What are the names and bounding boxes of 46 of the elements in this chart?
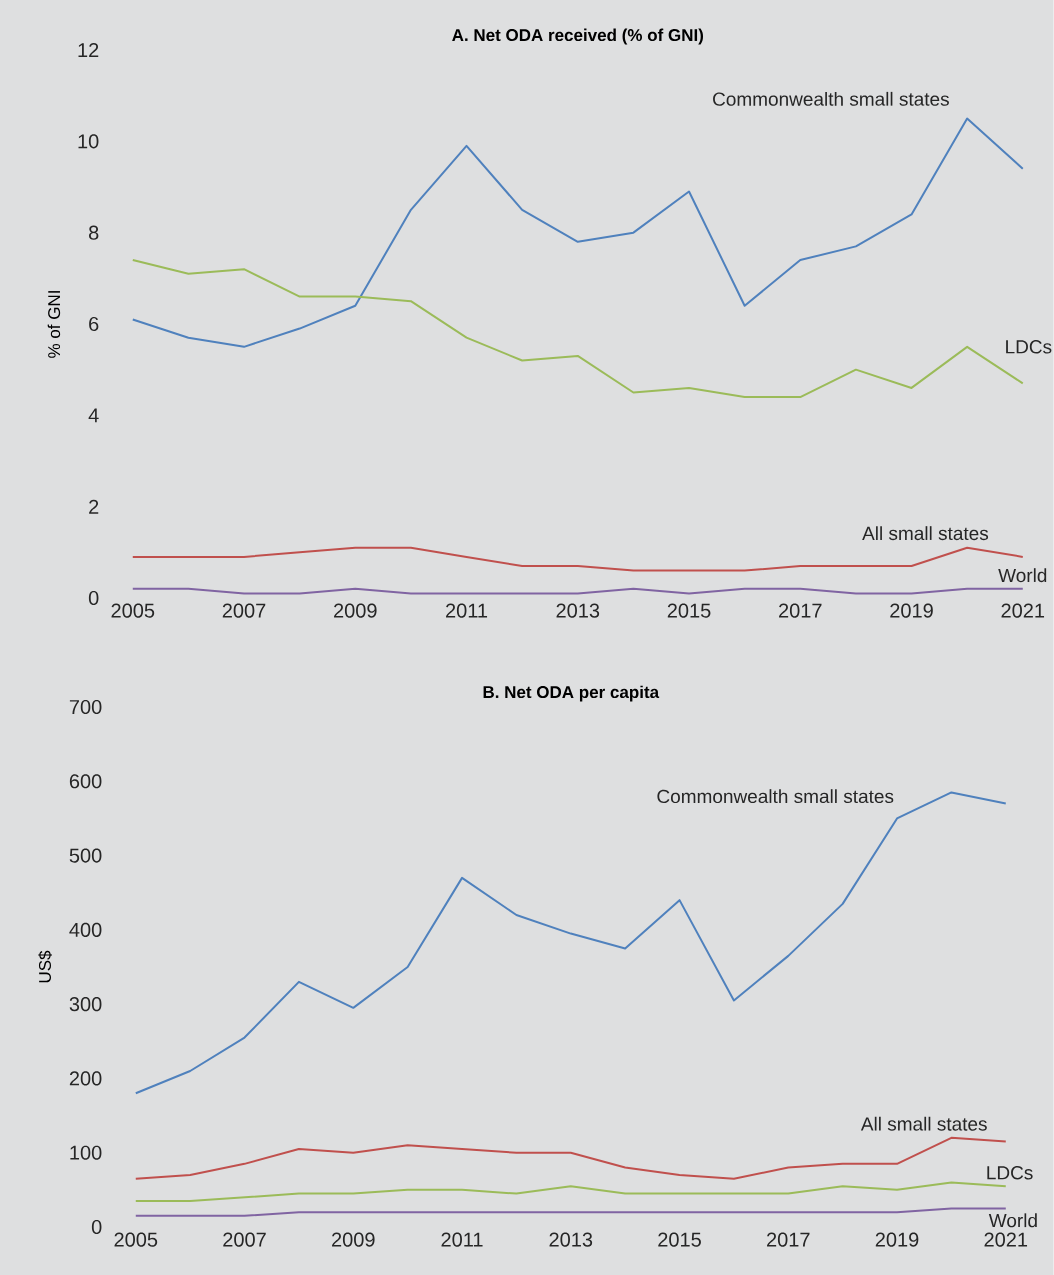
y-tick-label: 700 (70, 699, 102, 715)
y-tick-label: 10 (78, 134, 99, 149)
y-axis-title: % of GNI (47, 291, 61, 358)
y-axis-title: US$ (38, 950, 53, 983)
x-tick-label: 2021 (1001, 603, 1045, 618)
x-tick-label: 2015 (667, 603, 711, 618)
annotation: LDCs (1006, 340, 1052, 354)
annotation: Commonwealth small states (657, 789, 894, 804)
x-tick-label: 2015 (658, 1232, 702, 1247)
annotation: World (998, 568, 1047, 583)
y-tick-label: 400 (69, 922, 102, 937)
y-tick-label: 600 (70, 774, 102, 789)
x-tick-label: 2009 (332, 1232, 375, 1247)
y-tick-label: 2 (89, 499, 99, 514)
y-tick-label: 500 (69, 848, 102, 863)
x-tick-label: 2005 (111, 603, 155, 618)
annotation: All small states (861, 1116, 987, 1131)
y-tick-label: 100 (70, 1145, 102, 1160)
y-tick-label: 4 (88, 408, 99, 423)
x-tick-label: 2011 (441, 1232, 483, 1247)
y-tick-label: 300 (69, 997, 102, 1012)
x-tick-label: 2007 (222, 603, 266, 618)
x-tick-label: 2017 (767, 1232, 810, 1247)
chart-title: B. Net ODA per capita (483, 685, 660, 702)
annotation: World (988, 1213, 1037, 1228)
y-tick-label: 6 (89, 316, 99, 332)
annotation: LDCs (987, 1166, 1033, 1180)
x-tick-label: 2019 (890, 603, 933, 618)
y-tick-label: 0 (89, 590, 99, 606)
annotation: Commonwealth small states (713, 91, 950, 106)
x-tick-label: 2021 (984, 1232, 1028, 1247)
x-tick-label: 2011 (446, 603, 488, 618)
x-tick-label: 2013 (556, 603, 600, 618)
x-tick-label: 2009 (334, 603, 377, 618)
x-tick-label: 2013 (549, 1232, 593, 1247)
chart-title: A. Net ODA received (% of GNI) (452, 28, 704, 45)
annotation: All small states (862, 526, 989, 541)
x-tick-label: 2017 (779, 603, 822, 618)
x-tick-label: 2019 (875, 1232, 919, 1247)
y-tick-label: 8 (89, 225, 99, 240)
y-tick-label: 0 (92, 1219, 102, 1235)
y-tick-label: 12 (78, 43, 99, 57)
x-tick-label: 2007 (223, 1232, 266, 1247)
line-series (134, 791, 1007, 1095)
y-tick-label: 200 (69, 1071, 102, 1086)
x-tick-label: 2005 (114, 1232, 158, 1247)
